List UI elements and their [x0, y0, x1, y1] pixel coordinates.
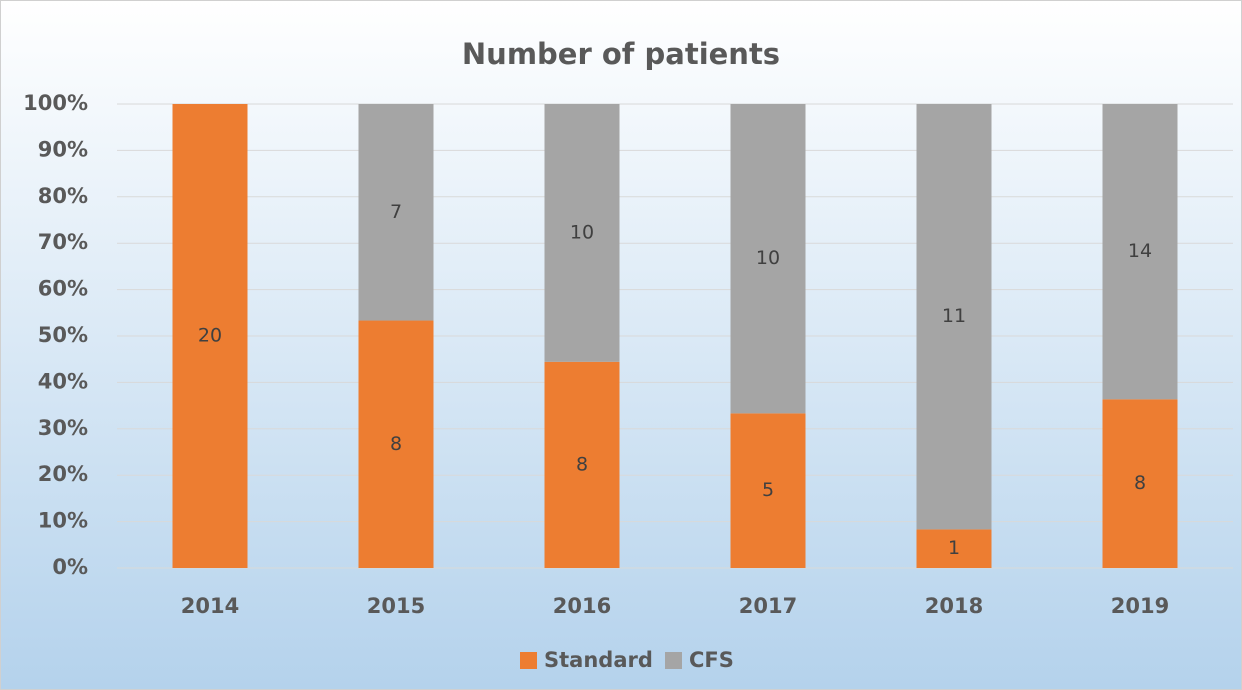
y-tick-label: 90%: [38, 137, 88, 161]
bar-segment: [916, 104, 992, 530]
x-tick-label: 2015: [367, 594, 425, 618]
data-label: 11: [942, 305, 966, 327]
data-label: 14: [1128, 240, 1152, 262]
bar-segment: [730, 413, 806, 568]
data-label: 8: [576, 453, 588, 475]
bar-segment: [358, 104, 434, 321]
bar-segment: [916, 529, 992, 568]
data-label: 7: [390, 201, 402, 223]
x-tick-label: 2018: [925, 594, 983, 618]
y-tick-label: 0%: [52, 555, 88, 579]
bar-segment: [172, 104, 248, 568]
y-tick-label: 20%: [38, 462, 88, 486]
legend-swatch: [520, 652, 537, 669]
bar-segment: [544, 361, 620, 568]
bar-segment: [730, 104, 806, 414]
data-label: 8: [390, 433, 402, 455]
chart-title: Number of patients: [462, 37, 780, 71]
x-tick-label: 2016: [553, 594, 611, 618]
data-label: 10: [570, 221, 594, 243]
data-label: 10: [756, 247, 780, 269]
legend-label: Standard: [544, 648, 653, 672]
y-tick-label: 80%: [38, 184, 88, 208]
legend-swatch: [665, 652, 682, 669]
data-label: 20: [198, 325, 222, 347]
bar-segment: [544, 104, 620, 362]
bar-segment: [358, 320, 434, 568]
x-tick-label: 2019: [1111, 594, 1169, 618]
y-tick-label: 10%: [38, 509, 88, 533]
x-tick-label: 2014: [181, 594, 239, 618]
y-tick-label: 70%: [38, 230, 88, 254]
y-tick-label: 50%: [38, 323, 88, 347]
bar-segment: [1102, 104, 1178, 400]
legend-label: CFS: [689, 648, 734, 672]
bar-segment: [1102, 399, 1178, 568]
data-label: 8: [1134, 472, 1146, 494]
y-tick-label: 100%: [23, 91, 88, 115]
data-label: 1: [948, 537, 960, 559]
y-tick-label: 60%: [38, 277, 88, 301]
y-tick-label: 40%: [38, 369, 88, 393]
data-label: 5: [762, 479, 774, 501]
x-tick-label: 2017: [739, 594, 797, 618]
y-tick-label: 30%: [38, 416, 88, 440]
